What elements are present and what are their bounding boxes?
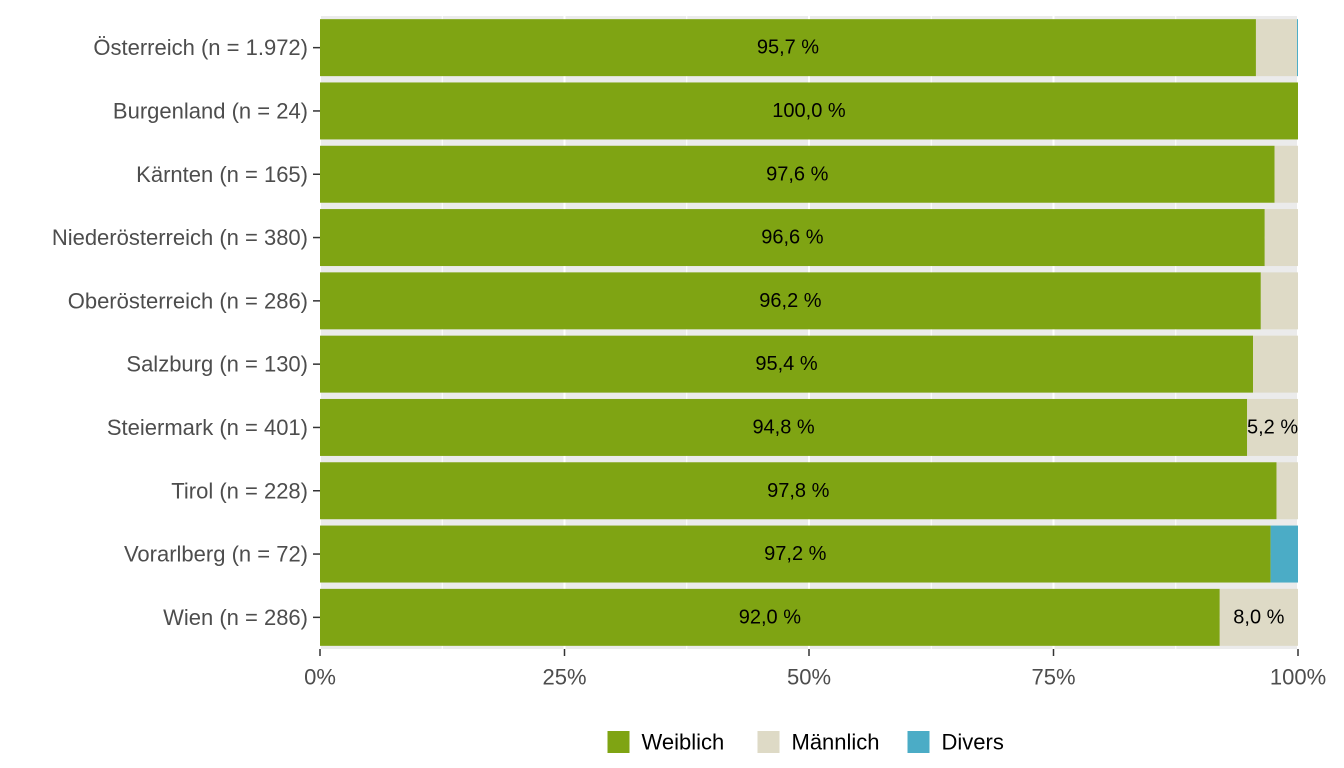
legend-label: Weiblich	[642, 730, 725, 755]
bar-segment-weiblich	[320, 335, 1254, 393]
bar-segment-männlich	[1274, 145, 1298, 203]
bar-segment-männlich	[1260, 272, 1298, 330]
data-label: 97,2 %	[764, 543, 826, 565]
y-tick-label: Tirol (n = 228)	[171, 478, 308, 503]
bar-segment-divers	[1270, 525, 1298, 583]
legend-key-divers	[907, 731, 930, 753]
bars	[320, 19, 1298, 646]
bar-segment-weiblich	[320, 82, 1298, 140]
y-tick-label: Wien (n = 286)	[163, 605, 308, 630]
bar-segment-weiblich	[320, 19, 1256, 77]
data-label: 95,4 %	[755, 353, 817, 375]
bar-segment-divers	[1297, 19, 1298, 77]
data-label: 96,6 %	[761, 227, 823, 249]
data-label: 95,7 %	[757, 37, 819, 59]
y-tick-label: Steiermark (n = 401)	[107, 415, 308, 440]
y-tick-label: Oberösterreich (n = 286)	[68, 288, 308, 313]
legend-key-männlich	[757, 731, 780, 753]
bar-segment-weiblich	[320, 272, 1261, 330]
bar-segment-männlich	[1255, 19, 1298, 77]
data-label: 97,8 %	[767, 480, 829, 502]
y-tick-label: Niederösterreich (n = 380)	[52, 225, 308, 250]
legend-key-weiblich	[607, 731, 630, 753]
bar-segment-weiblich	[320, 462, 1277, 520]
data-label: 94,8 %	[752, 416, 814, 438]
legend-label: Divers	[942, 730, 1004, 755]
bar-segment-männlich	[1276, 462, 1298, 520]
data-label: 92,0 %	[739, 606, 801, 628]
bar-segment-weiblich	[320, 145, 1275, 203]
x-tick-label: 0%	[304, 665, 336, 690]
x-tick-label: 75%	[1031, 665, 1075, 690]
data-label: 96,2 %	[759, 290, 821, 312]
legend: Weiblich Männlich Divers	[607, 730, 1004, 755]
bar-segment-weiblich	[320, 398, 1248, 456]
x-tick-label: 100%	[1270, 665, 1326, 690]
bar-segment-männlich	[1264, 209, 1298, 267]
bar-segment-weiblich	[320, 209, 1265, 267]
x-tick-label: 50%	[787, 665, 831, 690]
bar-segment-männlich	[1253, 335, 1298, 393]
data-label: 5,2 %	[1247, 416, 1298, 438]
bar-segment-männlich	[1247, 398, 1298, 456]
data-label: 8,0 %	[1233, 606, 1284, 628]
bar-segment-weiblich	[320, 525, 1271, 583]
data-label: 100,0 %	[772, 100, 846, 122]
y-tick-label: Kärnten (n = 165)	[136, 162, 308, 187]
data-label: 97,6 %	[766, 163, 828, 185]
y-tick-label: Burgenland (n = 24)	[113, 98, 308, 123]
y-tick-label: Österreich (n = 1.972)	[93, 35, 308, 60]
bar-segment-männlich	[1219, 588, 1298, 646]
y-tick-label: Vorarlberg (n = 72)	[124, 542, 308, 567]
bar-labels: 95,7 % 100,0 % 97,6 % 96,6 % 96,2 % 95,4 % 94,…	[739, 37, 1299, 629]
y-tick-label: Salzburg (n = 130)	[126, 352, 308, 377]
x-tick-label: 25%	[542, 665, 586, 690]
legend-label: Männlich	[792, 730, 880, 755]
y-axis: Österreich (n = 1.972) Burgenland (n = 24…	[52, 35, 320, 630]
bar-segment-weiblich	[320, 588, 1220, 646]
x-axis: 0% 25% 50% 75% 100%	[304, 649, 1326, 690]
